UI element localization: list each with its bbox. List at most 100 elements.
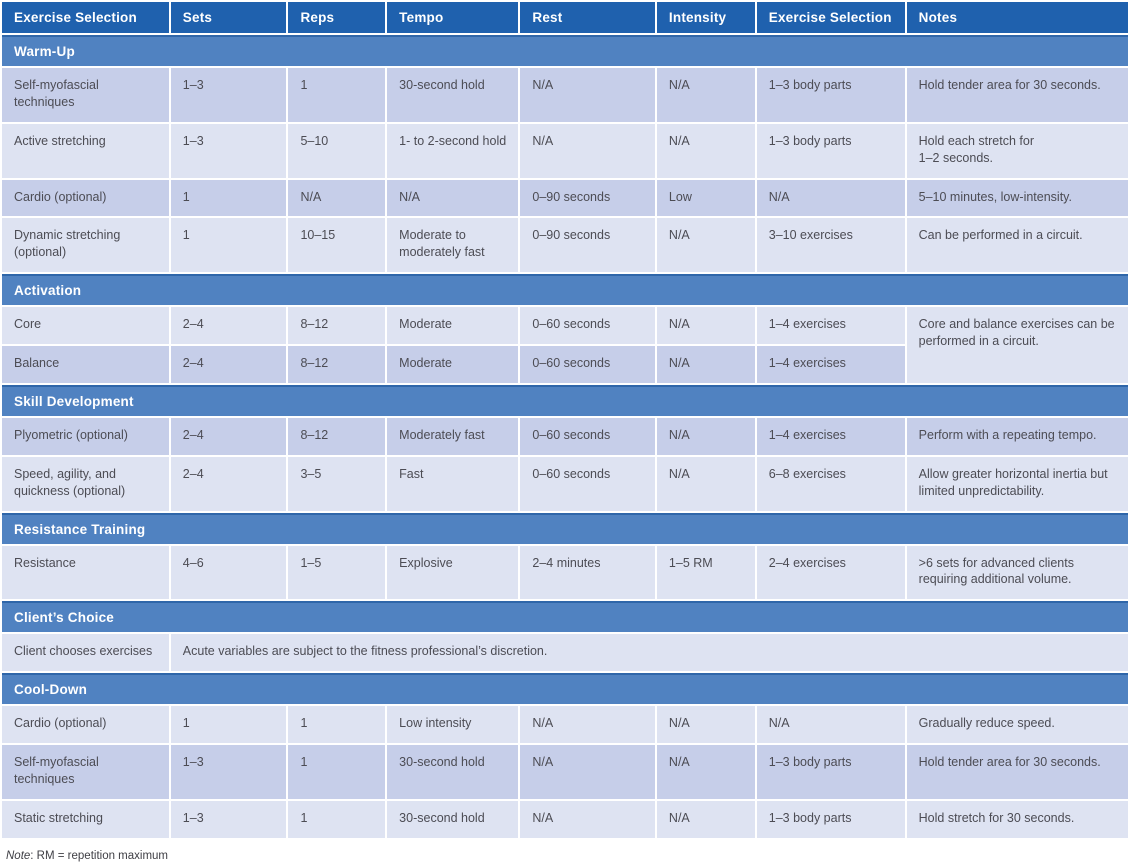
table-cell: N/A (520, 68, 655, 122)
table-cell: 0–60 seconds (520, 346, 655, 383)
table-cell: N/A (520, 706, 655, 743)
section-row: Activation (2, 274, 1128, 306)
table-cell: 1–5 (288, 545, 386, 600)
table-cell: 8–12 (288, 346, 386, 383)
table-cell: 1–3 body parts (756, 800, 905, 838)
table-cell: Hold stretch for 30 seconds. (906, 800, 1128, 838)
table-cell: 1–4 exercises (756, 346, 905, 383)
table-row: Plyometric (optional) 2–4 8–12 Moderately f… (2, 417, 1128, 455)
section-header: Cool-Down (2, 673, 1128, 705)
table-cell: 2–4 (170, 417, 287, 455)
table-cell: 30-second hold (387, 800, 519, 838)
table-cell: Moderate (387, 346, 519, 383)
section-header: Skill Development (2, 384, 1128, 416)
footnote-text: : RM = repetition maximum (30, 849, 169, 862)
table-cell: N/A (520, 745, 655, 799)
table-row: Core 2–4 8–12 Moderate 0–60 seconds N/A 1–4 ex… (2, 307, 1128, 383)
table-cell: 0–60 seconds (520, 456, 655, 511)
section-row: Cool-Down (2, 673, 1128, 705)
table-row: Speed, agility, and quickness (optional)… (2, 456, 1128, 511)
column-header: Reps (288, 2, 386, 33)
table-cell: 1–3 body parts (756, 123, 905, 178)
table-cell: N/A (656, 745, 755, 799)
table-cell: 2–4 (170, 456, 287, 511)
table-cell: 1–4 exercises (756, 417, 905, 455)
table-cell: Acute variables are subject to the fitne… (170, 634, 1128, 672)
table-cell: N/A (656, 346, 755, 383)
section-row: Skill Development (2, 384, 1128, 416)
column-header: Intensity (656, 2, 755, 33)
table-cell: Low intensity (387, 706, 519, 743)
footnote: Note: RM = repetition maximum (0, 840, 1130, 862)
column-header: Notes (906, 2, 1128, 33)
table-cell: 30-second hold (387, 68, 519, 122)
table-cell: 3–5 (288, 456, 386, 511)
exercise-name-cell: Cardio (optional) (2, 706, 169, 743)
table-cell: 1- to 2-second hold (387, 123, 519, 178)
table-cell: N/A (656, 68, 755, 122)
table-cell: N/A (656, 706, 755, 743)
table-row: Cardio (optional) 1 1 Low intensity N/A N/A N/… (2, 706, 1128, 743)
table-cell: 6–8 exercises (756, 456, 905, 511)
section-row: Client’s Choice (2, 601, 1128, 633)
exercise-name-cell: Active stretching (2, 123, 169, 178)
table-cell: 0–60 seconds (520, 307, 655, 344)
program-table: Exercise Selection Sets Reps Tempo Rest Inten… (2, 2, 1128, 838)
exercise-name-cell: Core (2, 307, 169, 344)
exercise-name-cell: Speed, agility, and quickness (optional) (2, 456, 169, 511)
table-cell: Hold each stretch for 1–2 seconds. (906, 123, 1128, 178)
table-cell: Moderate to moderately fast (387, 218, 519, 273)
table-cell: 1 (170, 706, 287, 743)
exercise-name-cell: Self-myofascial techniques (2, 68, 169, 122)
table-cell: N/A (656, 307, 755, 344)
table-cell: 1–3 (170, 123, 287, 178)
section-row: Warm-Up (2, 35, 1128, 66)
table-cell: 2–4 minutes (520, 545, 655, 600)
table-cell: 0–60 seconds (520, 417, 655, 455)
section-row: Resistance Training (2, 512, 1128, 544)
footnote-label: Note (6, 849, 31, 862)
exercise-name-cell: Balance (2, 346, 169, 383)
table-cell: 3–10 exercises (756, 218, 905, 273)
table-cell: 1–3 (170, 68, 287, 122)
table-cell: N/A (656, 417, 755, 455)
table-cell: 1–3 (170, 800, 287, 838)
section-header: Warm-Up (2, 35, 1128, 66)
table-row: Static stretching 1–3 1 30-second hold N/A N/… (2, 800, 1128, 838)
table-cell: 0–90 seconds (520, 179, 655, 217)
table-cell: Allow greater horizontal inertia but lim… (906, 456, 1128, 511)
column-header: Exercise Selection (2, 2, 169, 33)
column-header: Exercise Selection (756, 2, 905, 33)
column-header: Tempo (387, 2, 519, 33)
table-cell: 1 (288, 800, 386, 838)
table-cell: Perform with a repeating tempo. (906, 417, 1128, 455)
exercise-name-cell: Self-myofascial techniques (2, 745, 169, 799)
table-cell: 1–3 (170, 745, 287, 799)
table-cell: 1 (288, 706, 386, 743)
table-cell: 2–4 (170, 307, 287, 344)
section-header: Client’s Choice (2, 601, 1128, 633)
table-cell: Can be performed in a circuit. (906, 218, 1128, 273)
exercise-name-cell: Static stretching (2, 800, 169, 838)
table-cell: 8–12 (288, 417, 386, 455)
table-row: Dynamic stretching (optional) 1 10–15 Moder… (2, 218, 1128, 273)
table-body: Warm-Up Self-myofascial techniques 1–3 1 30-… (2, 35, 1128, 838)
exercise-name-cell: Dynamic stretching (optional) (2, 218, 169, 273)
table-cell: 2–4 exercises (756, 545, 905, 600)
table-row: Self-myofascial techniques 1–3 1 30-second … (2, 68, 1128, 122)
section-header: Activation (2, 274, 1128, 306)
table-cell: N/A (656, 123, 755, 178)
table-cell: Explosive (387, 545, 519, 600)
table-cell: 5–10 minutes, low-intensity. (906, 179, 1128, 217)
table-cell: Moderate (387, 307, 519, 344)
exercise-name-cell: Plyometric (optional) (2, 417, 169, 455)
column-header: Rest (520, 2, 655, 33)
table-cell: N/A (656, 456, 755, 511)
table-cell: N/A (756, 179, 905, 217)
table-row: Balance 2–4 8–12 Moderate 0–60 seconds N/A 1–4… (2, 346, 1128, 383)
table-cell: 8–12 (288, 307, 386, 344)
table-cell: 2–4 (170, 346, 287, 383)
table-cell: 5–10 (288, 123, 386, 178)
table-cell: >6 sets for advanced clients requiring a… (906, 545, 1128, 600)
